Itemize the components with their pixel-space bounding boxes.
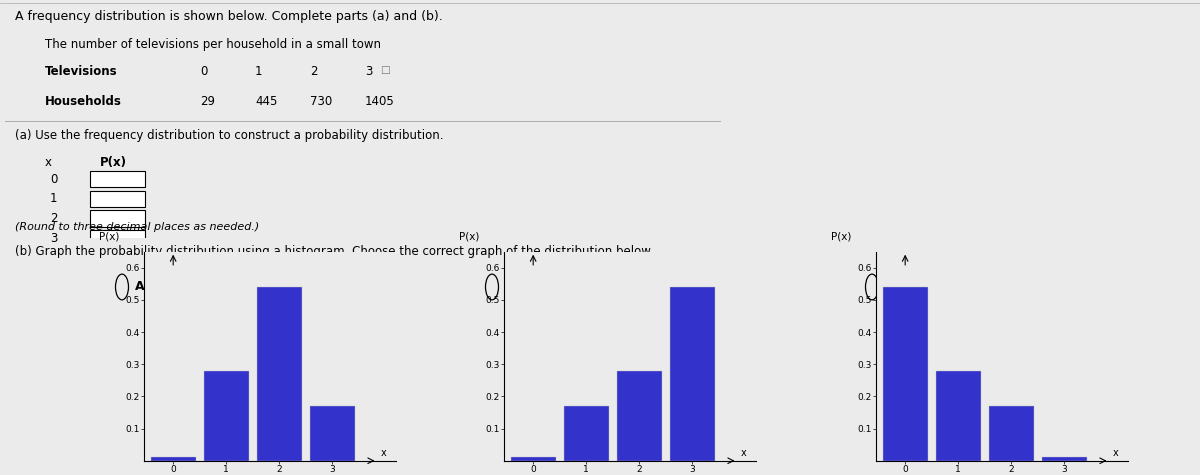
Text: The number of televisions per household in a small town: The number of televisions per household … bbox=[46, 38, 382, 51]
Text: 2: 2 bbox=[310, 66, 318, 78]
Text: C.: C. bbox=[886, 280, 899, 294]
Text: 2: 2 bbox=[50, 212, 58, 225]
Text: P(x): P(x) bbox=[830, 231, 851, 241]
Text: B.: B. bbox=[505, 280, 520, 294]
Text: 3: 3 bbox=[365, 66, 372, 78]
Bar bbox=[564, 406, 608, 461]
Text: 0: 0 bbox=[200, 66, 208, 78]
Text: 29: 29 bbox=[200, 95, 215, 108]
Text: Households: Households bbox=[46, 95, 122, 108]
Text: P(x): P(x) bbox=[98, 231, 119, 241]
Bar bbox=[151, 457, 196, 461]
Bar bbox=[90, 230, 145, 247]
Bar bbox=[1042, 457, 1087, 461]
Text: 445: 445 bbox=[256, 95, 277, 108]
Bar bbox=[90, 190, 145, 207]
Bar bbox=[511, 457, 556, 461]
Text: A frequency distribution is shown below. Complete parts (a) and (b).: A frequency distribution is shown below.… bbox=[14, 10, 443, 23]
Text: A.: A. bbox=[134, 280, 150, 294]
Bar bbox=[617, 370, 662, 461]
Bar bbox=[204, 370, 248, 461]
Text: (Round to three decimal places as needed.): (Round to three decimal places as needed… bbox=[14, 221, 259, 232]
Bar bbox=[936, 370, 980, 461]
Text: 1: 1 bbox=[256, 66, 263, 78]
Bar bbox=[670, 287, 715, 461]
Bar bbox=[883, 287, 928, 461]
Bar bbox=[90, 210, 145, 227]
Bar bbox=[257, 287, 302, 461]
Text: x: x bbox=[742, 447, 746, 457]
Text: 1405: 1405 bbox=[365, 95, 395, 108]
Text: Televisions: Televisions bbox=[46, 66, 118, 78]
Bar bbox=[90, 171, 145, 188]
Bar bbox=[989, 406, 1034, 461]
Text: x: x bbox=[1114, 447, 1118, 457]
Text: 730: 730 bbox=[310, 95, 332, 108]
Text: 0: 0 bbox=[50, 172, 58, 186]
Text: P(x): P(x) bbox=[458, 231, 479, 241]
Text: x: x bbox=[46, 156, 52, 170]
Bar bbox=[310, 406, 355, 461]
Text: x: x bbox=[382, 447, 386, 457]
Text: 3: 3 bbox=[50, 232, 58, 245]
Text: P(x): P(x) bbox=[100, 156, 127, 170]
Text: □: □ bbox=[380, 66, 390, 76]
Text: 1: 1 bbox=[50, 192, 58, 205]
Text: (a) Use the frequency distribution to construct a probability distribution.: (a) Use the frequency distribution to co… bbox=[14, 129, 444, 142]
Text: (b) Graph the probability distribution using a histogram. Choose the correct gra: (b) Graph the probability distribution u… bbox=[14, 246, 654, 258]
